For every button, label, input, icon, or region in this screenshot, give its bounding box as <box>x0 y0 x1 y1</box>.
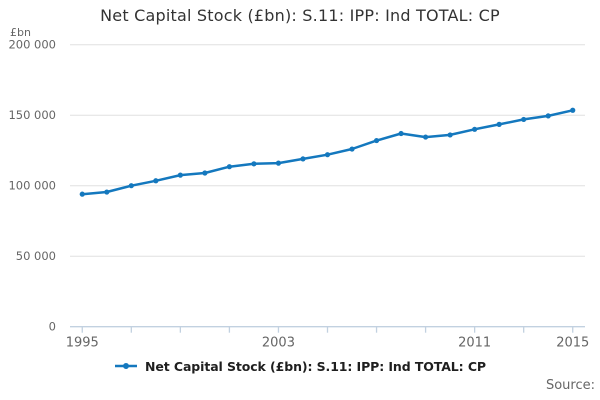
y-axis-unit-label: £bn <box>10 26 31 39</box>
data-point <box>79 191 85 197</box>
data-point <box>545 113 551 119</box>
y-tick-label: 200 000 <box>8 38 56 52</box>
data-point <box>153 178 159 184</box>
data-point <box>177 172 183 178</box>
y-tick-label: 100 000 <box>8 179 56 193</box>
x-tick-label: 2003 <box>262 336 295 351</box>
y-tick-label: 50 000 <box>16 249 56 263</box>
x-tick-label: 2011 <box>458 336 491 351</box>
y-tick-label: 0 <box>49 320 56 334</box>
data-point <box>275 160 282 166</box>
data-point <box>104 189 110 195</box>
source-label: Source: <box>545 378 595 393</box>
x-tick-label: 2015 <box>556 336 589 351</box>
data-point <box>251 161 257 167</box>
chart-title: Net Capital Stock (£bn): S.11: IPP: Ind … <box>100 6 500 25</box>
data-point <box>349 146 355 152</box>
data-point <box>128 183 134 189</box>
data-point <box>447 132 453 138</box>
line-dot-marker-icon <box>115 363 138 369</box>
y-tick-label: 150 000 <box>8 108 56 122</box>
data-point <box>398 130 404 137</box>
data-point <box>324 152 331 158</box>
data-point <box>226 164 233 170</box>
data-point <box>300 156 306 162</box>
data-point <box>570 107 576 113</box>
legend-dot <box>123 363 130 369</box>
data-point <box>373 137 380 144</box>
legend: Net Capital Stock (£bn): S.11: IPP: Ind … <box>0 357 600 375</box>
data-point <box>472 126 478 132</box>
data-point <box>496 121 502 127</box>
data-point <box>422 134 429 140</box>
legend-label: Net Capital Stock (£bn): S.11: IPP: Ind … <box>145 358 486 374</box>
data-point <box>521 116 527 123</box>
data-point <box>202 170 208 176</box>
x-tick-label: 1995 <box>66 336 99 351</box>
